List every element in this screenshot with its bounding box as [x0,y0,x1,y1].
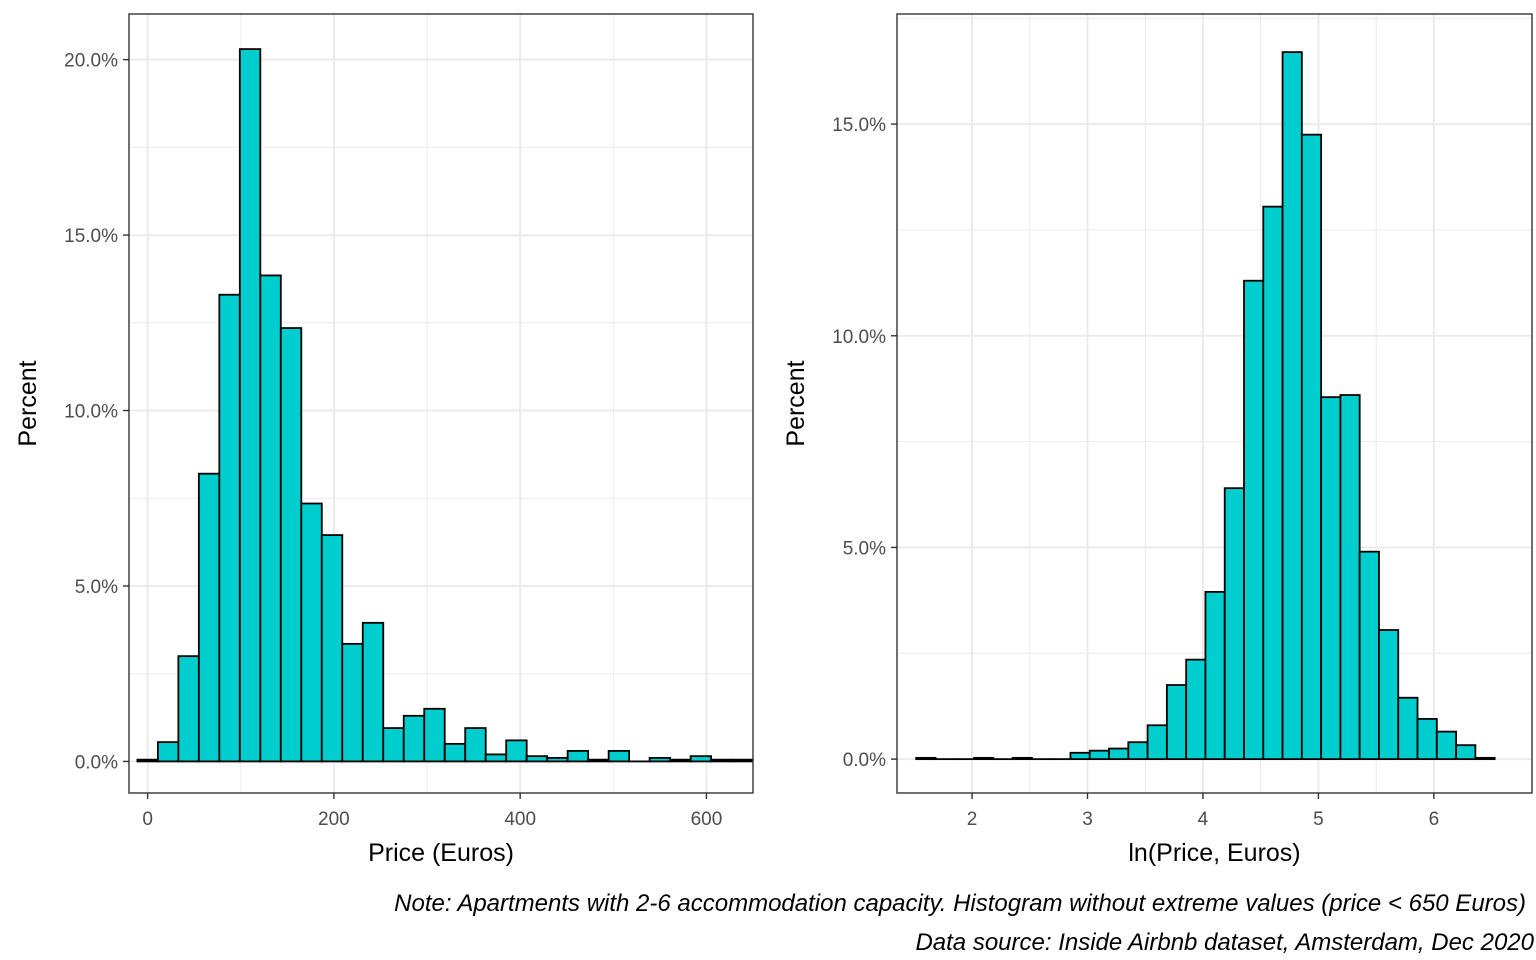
right-histogram-bar [1339,394,1361,761]
left-histogram-bar [238,48,262,763]
right-histogram-bar [1127,741,1149,761]
left-histogram-bar [730,758,753,763]
right-histogram-bar [1281,51,1303,761]
right-histogram-bar [1300,133,1323,761]
left-histogram-bar [197,472,221,763]
left-histogram-bar [669,758,692,763]
right-histogram-bar [1185,658,1207,761]
left-histogram-bar [464,727,487,763]
left-histogram-bar [689,755,712,763]
left-x-tick-label: 600 [691,809,723,830]
left-histogram-bar [361,621,385,763]
right-histogram-bar [1320,396,1342,761]
left-histogram-bar [525,755,549,763]
left-histogram-bar [648,757,672,763]
right-histogram-bar [1243,279,1265,761]
right-histogram-bar [1474,756,1496,761]
left-histogram-bar [218,293,241,763]
left-histogram-price: 0 200 400 600 0.0% 5.0% 10.0% 15.0% 20.0% Price (… [14,13,754,867]
caption-source: Data source: Inside Airbnb dataset, Amst… [915,929,1534,956]
right-y-axis-title: Percent [782,360,810,446]
right-x-axis-title: ln(Price, Euros) [1128,839,1300,867]
left-histogram-bar [484,753,508,763]
right-histogram-bar [1146,724,1168,761]
right-panel-border [896,13,1533,794]
left-x-tick-label: 400 [504,809,536,830]
right-histogram-bar [1378,629,1400,761]
right-histogram-bar [1416,718,1438,761]
left-histogram-bar [300,502,323,763]
caption-note: Note: Apartments with 2-6 accommodation … [394,890,1526,917]
left-histogram-bar [320,534,344,763]
left-x-axis-title: Price (Euros) [368,839,514,867]
right-histogram-bar [1088,749,1110,761]
left-histogram-bar [423,707,446,763]
left-y-tick-label: 0.0% [75,752,118,773]
left-panel-border [128,13,754,794]
right-histogram-log-price: 2 3 4 5 6 0.0% 5.0% 10.0% 15.0% ln(Price, Euros) P… [782,13,1533,867]
right-y-tick-label: 5.0% [843,538,886,559]
right-histogram-bar [1011,756,1033,761]
right-histogram-bar [1204,590,1226,761]
left-y-tick-label: 5.0% [75,577,118,598]
right-histogram-bar [1455,744,1477,761]
left-histogram-bar [156,741,180,763]
left-histogram-bar [587,758,610,763]
right-histogram-bar [1108,747,1130,761]
left-x-tick-label: 200 [318,809,350,830]
left-histogram-bar [341,642,364,763]
left-histogram-bar [136,758,159,763]
right-histogram-bar [1165,684,1188,761]
right-x-tick-label: 6 [1429,809,1440,830]
right-histogram-bar [1262,205,1284,761]
right-histogram-bar [973,756,995,761]
left-histogram-bar [566,749,590,763]
left-histogram-bar [710,758,733,763]
left-y-tick-label: 15.0% [64,226,118,247]
right-histogram-bar [915,756,937,761]
right-histogram-bar [1069,751,1091,761]
left-histogram-bar [382,727,405,763]
left-histogram-bar [546,757,569,763]
right-y-tick-label: 15.0% [832,115,886,136]
left-histogram-bar [505,739,528,763]
right-x-tick-label: 4 [1198,809,1209,830]
left-histogram-bar [443,742,467,763]
left-y-axis-title: Percent [14,360,42,446]
right-histogram-bar [1358,550,1380,761]
left-histogram-bar [402,714,426,763]
right-y-tick-label: 10.0% [832,327,886,348]
right-histogram-bar [1223,487,1245,761]
left-histogram-bar [279,327,303,763]
left-histogram-bar [259,274,282,763]
left-x-tick-label: 0 [142,809,153,830]
left-y-tick-label: 20.0% [64,51,118,72]
right-x-tick-label: 3 [1082,809,1093,830]
right-x-tick-label: 5 [1313,809,1324,830]
right-histogram-bar [1435,730,1457,761]
left-histogram-bar [177,655,200,763]
left-histogram-bar [607,749,631,763]
right-y-tick-label: 0.0% [843,750,886,771]
left-y-tick-label: 10.0% [64,402,118,423]
right-x-tick-label: 2 [967,809,978,830]
right-histogram-bar [1397,696,1419,761]
